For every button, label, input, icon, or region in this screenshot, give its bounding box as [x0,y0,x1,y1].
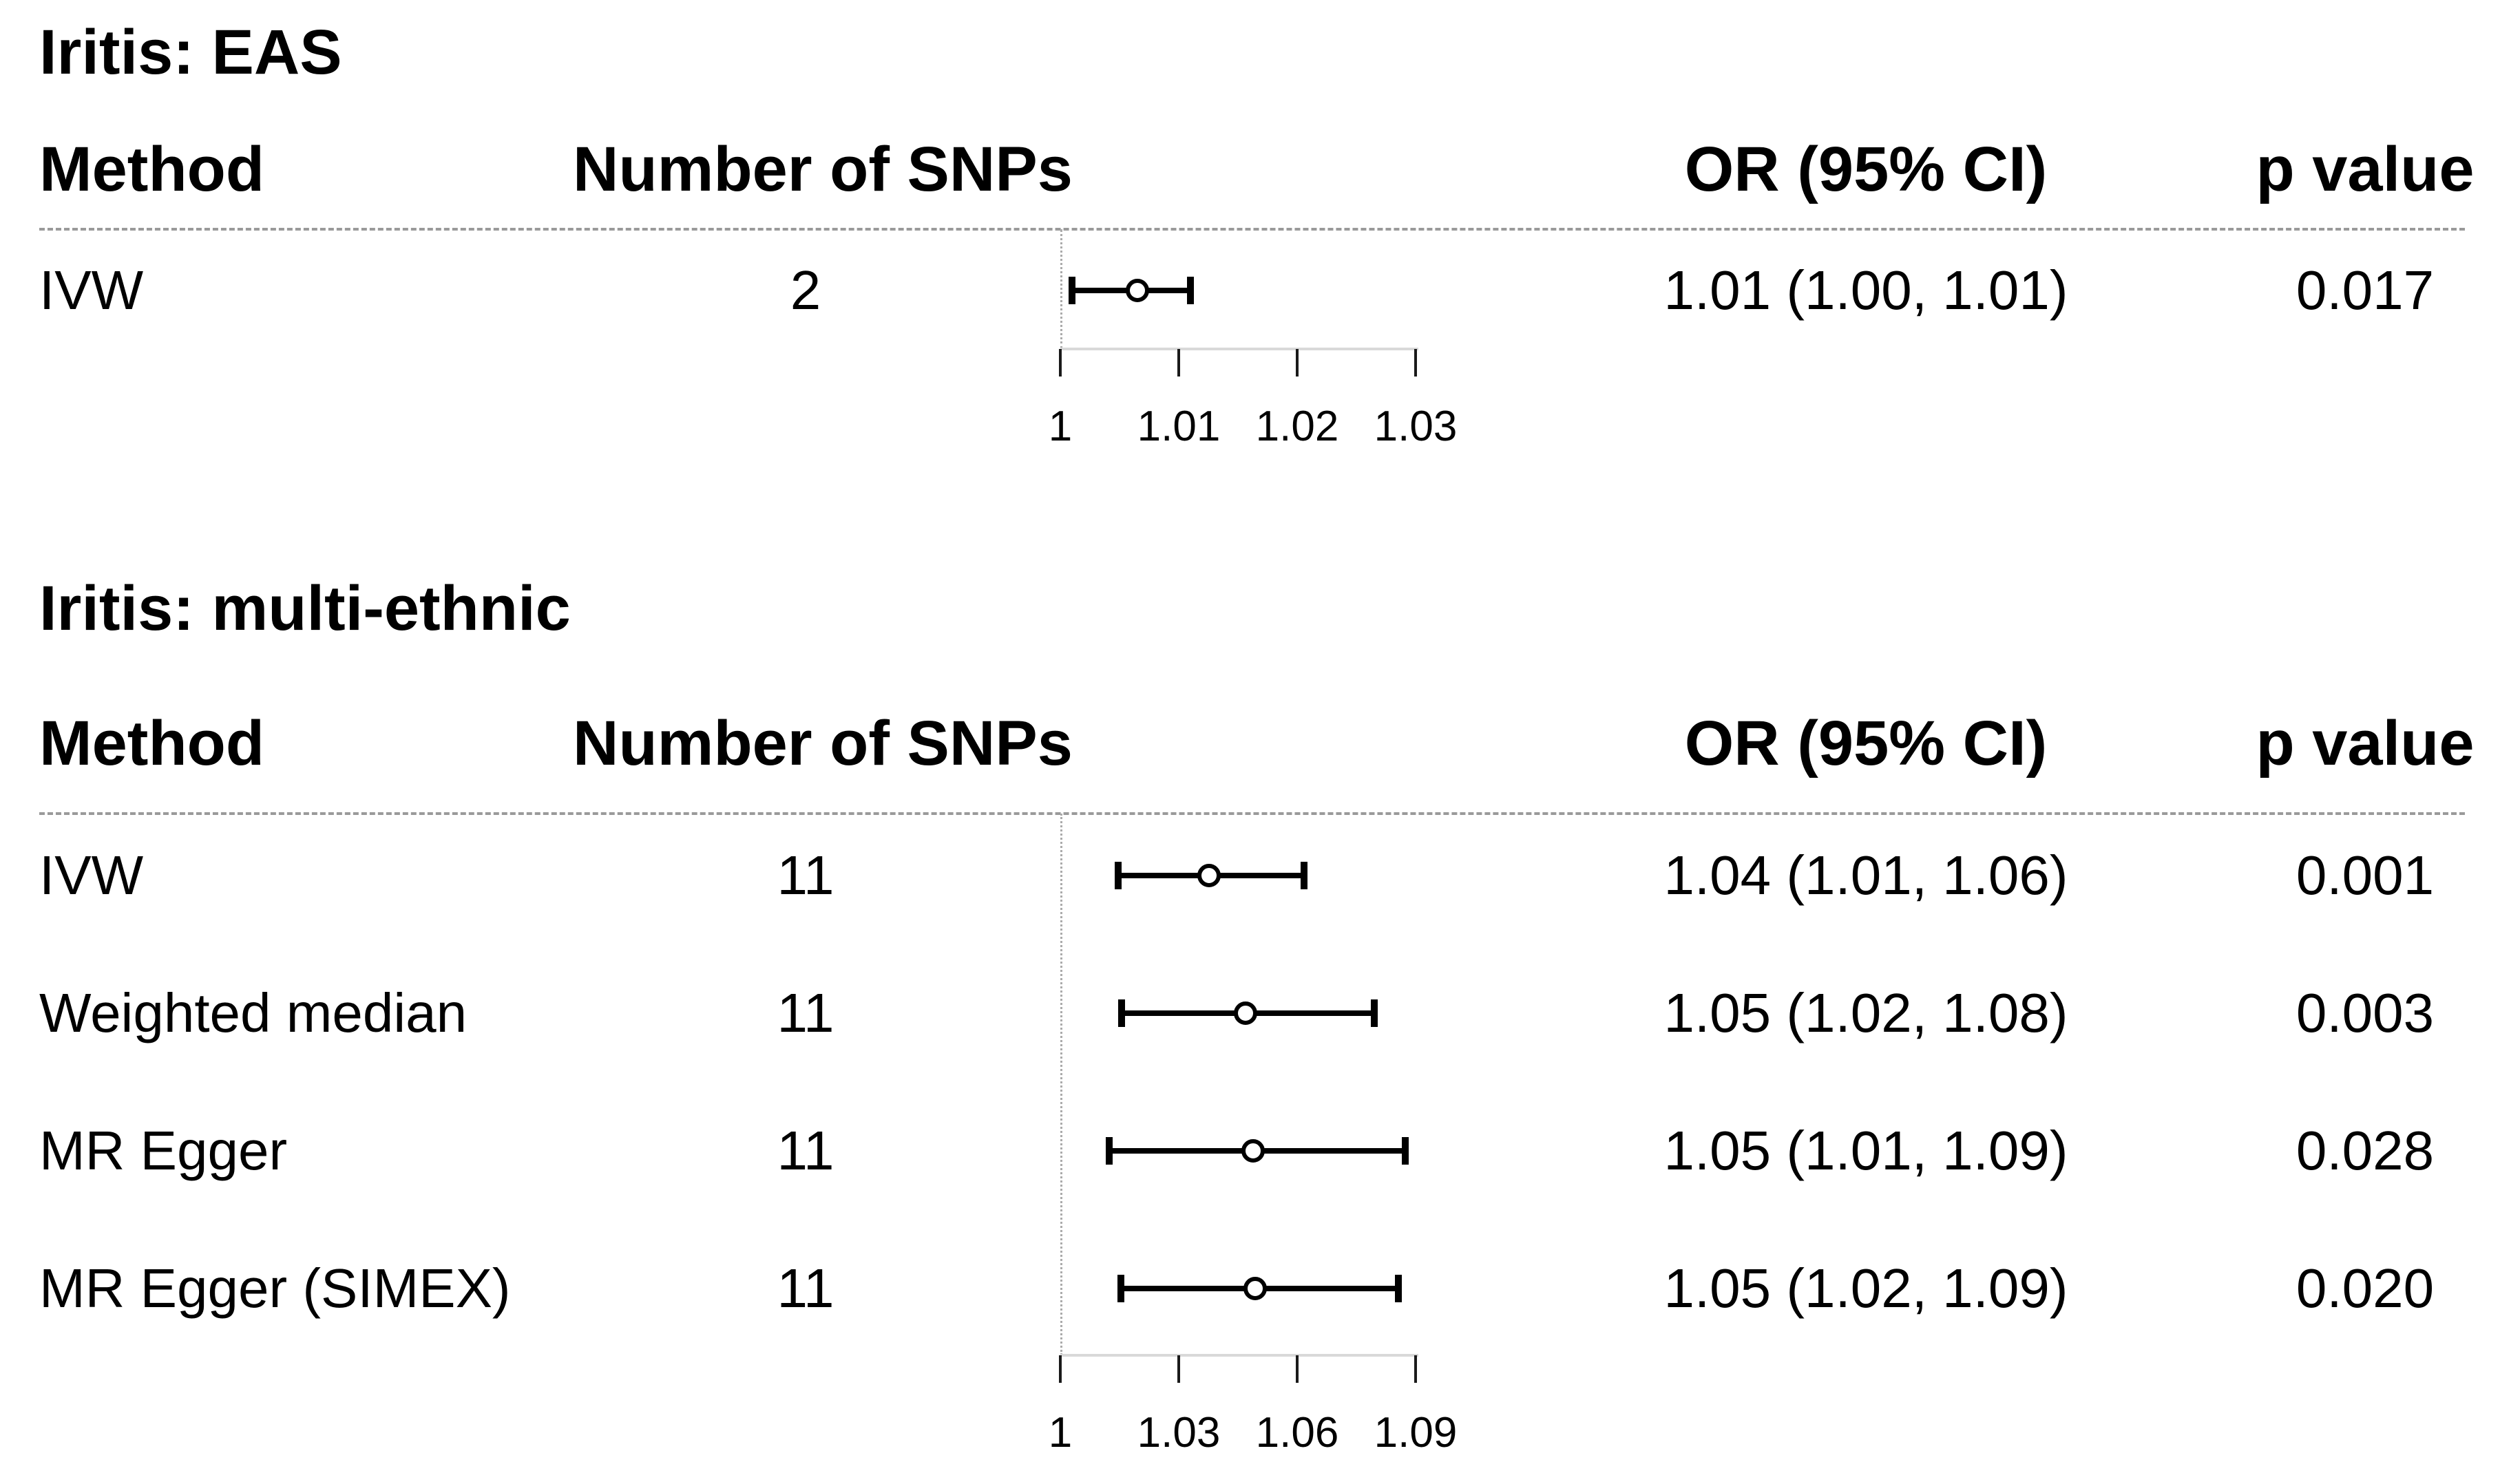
column-header-or-ci: OR (95% CI) [1684,134,2048,204]
axis-tick [1414,1355,1417,1383]
snp-count: 11 [777,982,834,1043]
ci-lower-cap [1106,1137,1113,1165]
reference-line [1060,229,1062,349]
axis-tick-label: 1.03 [1137,1409,1221,1456]
or-ci-value: 1.05 (1.02, 1.09) [1663,1258,2068,1319]
point-estimate-marker [1234,1001,1258,1025]
method-label: MR Egger (SIMEX) [39,1258,511,1319]
axis-tick-label: 1.09 [1374,1409,1458,1456]
axis-tick-label: 1.02 [1255,403,1339,450]
axis-tick [1177,349,1180,377]
ci-lower-cap [1069,277,1076,304]
axis-tick-label: 1.03 [1374,403,1458,450]
or-ci-value: 1.05 (1.02, 1.08) [1663,982,2068,1043]
ci-lower-cap [1117,999,1125,1027]
method-label: Weighted median [39,982,468,1043]
ci-upper-cap [1187,277,1195,304]
reference-line [1060,814,1062,1355]
p-value: 0.017 [2296,259,2435,321]
axis-tick-label: 1 [1048,403,1073,450]
or-ci-value: 1.01 (1.00, 1.01) [1663,259,2068,321]
axis-tick [1296,1355,1299,1383]
header-separator-line [39,228,2465,231]
column-header-p-value: p value [2256,708,2475,778]
snp-count: 11 [777,1120,834,1181]
or-ci-value: 1.04 (1.01, 1.06) [1663,845,2068,906]
method-label: MR Egger [39,1120,288,1181]
p-value: 0.028 [2296,1120,2435,1181]
point-estimate-marker [1243,1277,1268,1300]
snp-count: 11 [777,1258,834,1319]
column-header-method: Method [39,134,265,204]
ci-lower-cap [1115,862,1122,889]
method-label: IVW [39,259,144,321]
axis-tick-label: 1.06 [1255,1409,1339,1456]
p-value: 0.001 [2296,845,2435,906]
x-axis-line [1060,348,1418,350]
method-label: IVW [39,845,144,906]
axis-tick [1414,349,1417,377]
column-header-p-value: p value [2256,134,2475,204]
or-ci-value: 1.05 (1.01, 1.09) [1663,1120,2068,1181]
column-header-or-ci: OR (95% CI) [1684,708,2048,778]
x-axis-line [1060,1354,1418,1357]
ci-upper-cap [1301,862,1308,889]
snp-count: 11 [777,845,834,906]
axis-tick [1296,349,1299,377]
column-header-method: Method [39,708,265,778]
ci-upper-cap [1395,1275,1403,1302]
header-separator-line [39,812,2465,815]
axis-tick-label: 1.01 [1137,403,1221,450]
panel-title: Iritis: multi-ethnic [39,573,571,644]
column-header-number-of-snps: Number of SNPs [573,134,1073,204]
point-estimate-marker [1197,864,1221,887]
axis-tick [1177,1355,1180,1383]
axis-tick-label: 1 [1048,1409,1073,1456]
point-estimate-marker [1241,1139,1265,1163]
snp-count: 2 [790,259,821,321]
axis-tick [1059,349,1062,377]
ci-lower-cap [1117,1275,1124,1302]
p-value: 0.020 [2296,1258,2435,1319]
point-estimate-marker [1125,279,1149,302]
axis-tick [1059,1355,1062,1383]
p-value: 0.003 [2296,982,2435,1043]
panel-title: Iritis: EAS [39,17,342,87]
ci-upper-cap [1402,1137,1409,1165]
ci-upper-cap [1370,999,1378,1027]
column-header-number-of-snps: Number of SNPs [573,708,1073,778]
